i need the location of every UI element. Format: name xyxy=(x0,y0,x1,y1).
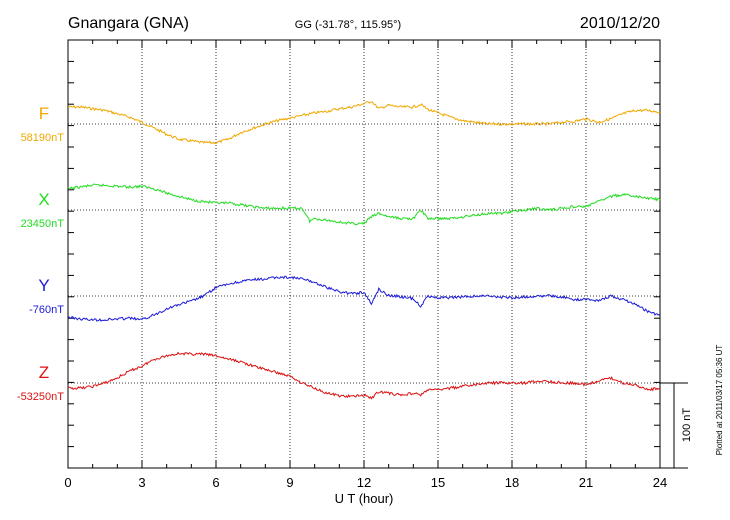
series-baseline-X: 23450nT xyxy=(21,218,65,230)
x-tick-label-7: 21 xyxy=(579,475,593,490)
series-line-X xyxy=(67,183,661,226)
series-line-F xyxy=(67,101,661,145)
series-name-Y: Y xyxy=(38,276,49,295)
x-tick-label-5: 15 xyxy=(431,475,445,490)
scale-bar-label: 100 nT xyxy=(681,408,693,443)
series-baseline-Z: -53250nT xyxy=(17,391,64,403)
x-tick-label-8: 24 xyxy=(653,475,667,490)
axes: 0 3 6 9 12 15 18 21 24 xyxy=(64,40,667,490)
x-tick-label-4: 12 xyxy=(357,475,371,490)
x-tick-label-1: 3 xyxy=(138,475,145,490)
series-group: F 58190nT X 23450nT Y -760nT Z -53250nT xyxy=(17,101,661,403)
series-baseline-F: 58190nT xyxy=(21,132,65,144)
date-label: 2010/12/20 xyxy=(580,15,660,32)
series-name-Z: Z xyxy=(39,363,49,382)
x-tick-label-2: 6 xyxy=(212,475,219,490)
station-coords: GG (-31.78°, 115.95°) xyxy=(295,19,401,31)
series-baseline-Y: -760nT xyxy=(29,304,64,316)
x-tick-label-3: 9 xyxy=(286,475,293,490)
x-tick-label-0: 0 xyxy=(64,475,71,490)
plotted-at-note: Plotted at 2011/03/17 05:36 UT xyxy=(715,345,724,456)
x-tick-label-6: 18 xyxy=(505,475,519,490)
series-line-Z xyxy=(67,351,661,400)
x-axis-label: U T (hour) xyxy=(335,491,394,506)
scale-bar: 100 nT xyxy=(660,382,693,469)
series-line-Y xyxy=(67,275,661,322)
series-name-X: X xyxy=(38,190,49,209)
station-title: Gnangara (GNA) xyxy=(68,15,189,32)
series-name-F: F xyxy=(39,104,49,123)
